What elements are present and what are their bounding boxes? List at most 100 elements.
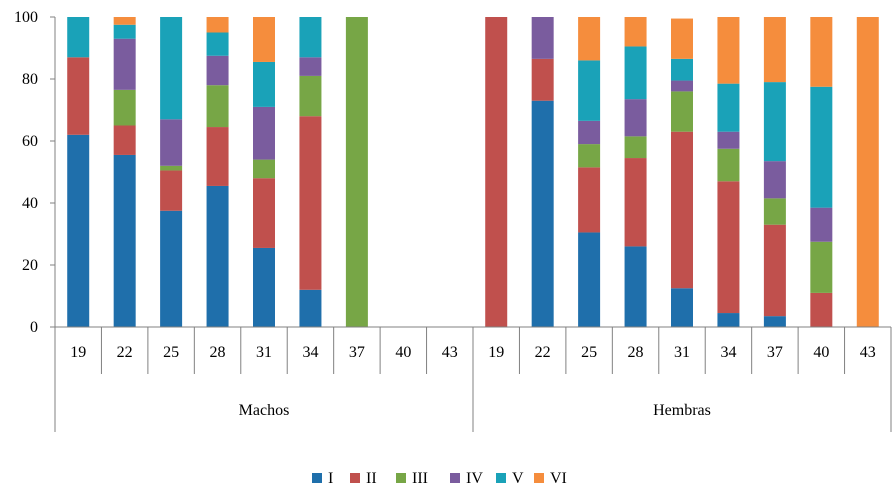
y-tick-label: 60	[22, 133, 38, 150]
bar-segment-i-machos-19	[67, 134, 90, 327]
legend-swatch-iv	[450, 473, 460, 483]
bar-segment-iii-machos-25	[160, 165, 183, 171]
bar-segment-v-machos-19	[67, 17, 90, 58]
x-tick-label: 37	[767, 344, 783, 361]
y-tick-label: 40	[22, 195, 38, 212]
group-label-hembras: Hembras	[653, 402, 711, 419]
bar-segment-vi-hembras-25	[578, 17, 601, 61]
bar-segment-ii-hembras-22	[531, 58, 554, 101]
bar-segment-ii-machos-25	[160, 170, 183, 211]
bar-segment-i-hembras-22	[531, 100, 554, 327]
bar-segment-iii-machos-37	[345, 17, 368, 327]
bar-segment-ii-machos-31	[253, 178, 275, 248]
bar-segment-iii-machos-34	[299, 75, 322, 117]
bar-segment-ii-machos-22	[113, 125, 136, 155]
x-tick-label: 43	[860, 344, 876, 361]
bar-segment-ii-hembras-34	[717, 181, 740, 314]
bar-segment-i-machos-28	[206, 185, 229, 327]
bar-segment-i-hembras-34	[717, 313, 740, 327]
bar-segment-ii-machos-19	[67, 57, 90, 135]
bar-segment-v-machos-25	[160, 17, 183, 120]
x-tick-label: 31	[674, 344, 690, 361]
x-tick-label: 40	[813, 344, 829, 361]
bar-segment-i-machos-22	[113, 154, 136, 327]
x-tick-label: 40	[395, 344, 411, 361]
bar-segment-v-hembras-31	[671, 58, 693, 81]
bar-segment-iii-hembras-37	[763, 198, 786, 225]
y-tick-label: 0	[30, 319, 38, 336]
bar-segment-iii-hembras-25	[578, 144, 601, 168]
x-tick-label: 25	[163, 344, 179, 361]
bar-segment-iii-machos-22	[113, 89, 136, 126]
legend-swatch-iii	[396, 473, 406, 483]
legend-swatch-v	[496, 473, 506, 483]
x-tick-label: 28	[628, 344, 644, 361]
bar-segment-iv-hembras-34	[717, 131, 740, 149]
bar-segment-i-machos-31	[253, 247, 275, 327]
bar-segment-ii-hembras-37	[763, 224, 786, 317]
x-tick-label: 43	[442, 344, 458, 361]
legend-label-i: I	[328, 470, 333, 487]
bar-segment-iv-machos-31	[253, 106, 275, 160]
bar-segment-iii-hembras-34	[717, 148, 740, 182]
bar-segment-vi-hembras-28	[624, 17, 647, 47]
x-tick-label: 34	[302, 344, 318, 361]
bar-segment-ii-hembras-28	[624, 158, 647, 247]
legend-label-vi: VI	[550, 470, 567, 487]
bar-segment-iv-hembras-28	[624, 99, 647, 137]
x-tick-label: 22	[117, 344, 133, 361]
bar-segment-v-hembras-37	[763, 82, 786, 162]
bar-segment-iv-hembras-31	[671, 80, 693, 92]
bar-segment-vi-hembras-34	[717, 17, 740, 84]
bar-segment-i-machos-34	[299, 289, 322, 327]
legend-swatch-ii	[350, 473, 360, 483]
bar-segment-v-machos-28	[206, 32, 229, 56]
bar-segment-vi-machos-31	[253, 17, 275, 62]
bar-segment-iii-hembras-31	[671, 91, 693, 132]
bar-segment-iii-machos-31	[253, 159, 275, 179]
bar-segment-v-machos-31	[253, 61, 275, 107]
bar-segment-i-machos-25	[160, 210, 183, 327]
bar-segment-vi-hembras-40	[810, 17, 833, 87]
bar-segment-ii-machos-28	[206, 127, 229, 186]
bar-segment-v-hembras-25	[578, 60, 601, 121]
bar-segment-iii-hembras-40	[810, 241, 833, 293]
bar-segment-iii-hembras-28	[624, 136, 647, 159]
x-tick-label: 19	[70, 344, 86, 361]
y-tick-label: 20	[22, 257, 38, 274]
legend-label-ii: II	[366, 470, 377, 487]
y-tick-label: 80	[22, 71, 38, 88]
bar-segment-ii-machos-34	[299, 116, 322, 290]
legend-label-iii: III	[412, 470, 428, 487]
bar-segment-ii-hembras-40	[810, 292, 833, 327]
group-label-machos: Machos	[239, 402, 290, 419]
bar-segment-iv-hembras-25	[578, 120, 601, 145]
bar-segment-iv-machos-22	[113, 38, 136, 90]
bar-segment-iv-hembras-22	[531, 17, 554, 59]
legend-swatch-vi	[534, 473, 544, 483]
bar-segment-v-hembras-34	[717, 83, 740, 132]
bar-segment-v-machos-22	[113, 24, 136, 39]
x-tick-label: 31	[256, 344, 272, 361]
bars-layer	[67, 17, 879, 327]
bar-segment-iv-machos-25	[160, 119, 183, 166]
bar-segment-vi-machos-22	[113, 17, 136, 25]
bar-segment-iv-machos-28	[206, 55, 229, 86]
bar-segment-i-hembras-25	[578, 232, 601, 327]
bar-segment-vi-hembras-37	[763, 17, 786, 83]
x-tick-label: 19	[488, 344, 504, 361]
bar-segment-v-hembras-28	[624, 46, 647, 100]
bar-segment-i-hembras-31	[671, 288, 693, 327]
legend-label-iv: IV	[466, 470, 483, 487]
x-tick-label: 22	[535, 344, 551, 361]
x-tick-label: 25	[581, 344, 597, 361]
x-tick-label: 28	[210, 344, 226, 361]
bar-segment-ii-hembras-25	[578, 167, 601, 233]
bar-segment-vi-hembras-43	[856, 17, 879, 327]
legend: I II III IV V VI	[312, 470, 567, 487]
bar-segment-v-hembras-40	[810, 86, 833, 208]
bar-segment-iii-machos-28	[206, 85, 229, 128]
y-tick-label: 100	[14, 9, 38, 26]
bar-segment-iv-hembras-37	[763, 161, 786, 199]
